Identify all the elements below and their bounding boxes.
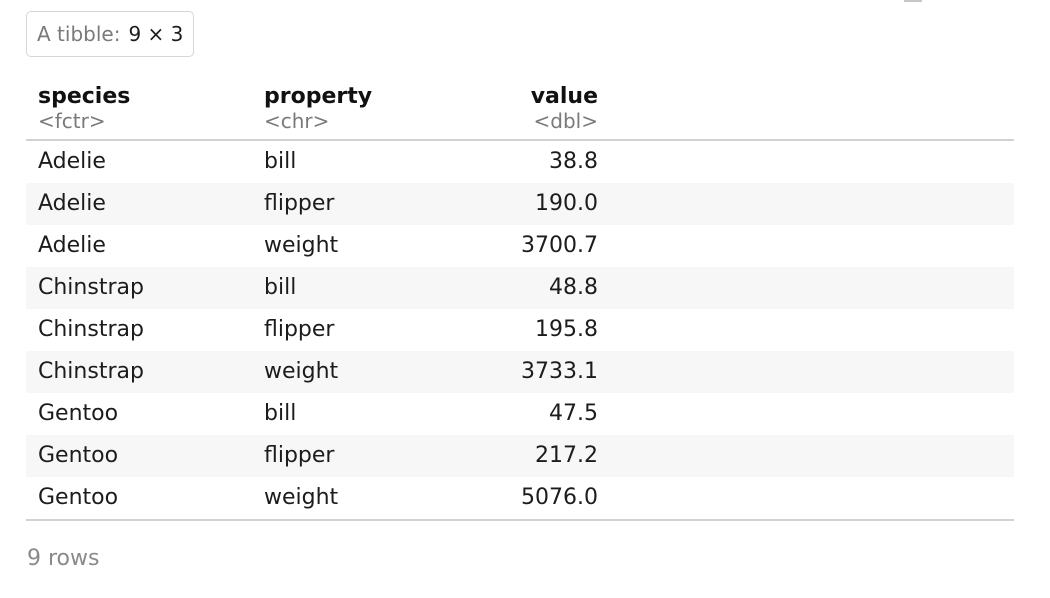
cell-property: weight — [252, 351, 484, 393]
table-row: Chinstrap bill 48.8 — [26, 267, 1014, 309]
column-header-species: species <fctr> — [26, 76, 252, 141]
cell-species: Gentoo — [26, 477, 252, 521]
table-row: Adelie weight 3700.7 — [26, 225, 1014, 267]
row-filler — [610, 477, 1014, 521]
cell-property: bill — [264, 401, 297, 426]
header-row: species <fctr> property <chr> value <dbl… — [26, 76, 1014, 141]
row-count: 9 rows — [27, 546, 100, 571]
cell-property: bill — [264, 149, 297, 174]
row-filler — [610, 267, 1014, 309]
table-row: Gentoo flipper 217.2 — [26, 435, 1014, 477]
table-row: Adelie flipper 190.0 — [26, 183, 1014, 225]
column-header-property: property <chr> — [252, 76, 484, 141]
caption-dimensions: 9 × 3 — [128, 22, 184, 46]
data-table: species <fctr> property <chr> value <dbl… — [26, 76, 1014, 521]
header-filler — [610, 76, 1014, 141]
cell-species: Chinstrap — [26, 267, 252, 309]
row-filler — [610, 435, 1014, 477]
table-row: Chinstrap flipper 195.8 — [26, 309, 1014, 351]
column-type: <fctr> — [38, 109, 106, 133]
cell-property: flipper — [252, 183, 484, 225]
cell-species: Chinstrap — [38, 317, 144, 342]
row-filler — [610, 393, 1014, 435]
cell-value: 48.8 — [484, 267, 610, 309]
column-header-value: value <dbl> — [484, 76, 610, 141]
table-caption: A tibble: 9 × 3 — [26, 11, 195, 57]
table-row: Adelie bill 38.8 — [26, 140, 1014, 183]
row-filler — [610, 140, 1014, 183]
cell-value: 217.2 — [484, 435, 610, 477]
column-type: <chr> — [264, 109, 330, 133]
table-row: Gentoo weight 5076.0 — [26, 477, 1014, 521]
cell-species: Gentoo — [26, 435, 252, 477]
cell-species: Chinstrap — [26, 351, 252, 393]
row-filler — [610, 309, 1014, 351]
cell-property: bill — [252, 267, 484, 309]
scroll-indicator — [904, 0, 922, 2]
cell-value: 3700.7 — [521, 233, 598, 258]
column-name: value — [530, 84, 598, 109]
cell-property: flipper — [252, 435, 484, 477]
caption-label: A tibble: — [37, 22, 121, 46]
cell-property: flipper — [264, 317, 335, 342]
cell-property: weight — [252, 477, 484, 521]
cell-property: weight — [264, 233, 339, 258]
cell-species: Adelie — [26, 183, 252, 225]
row-filler — [610, 351, 1014, 393]
cell-value: 195.8 — [535, 317, 598, 342]
column-name: species — [38, 84, 131, 109]
table-row: Gentoo bill 47.5 — [26, 393, 1014, 435]
cell-species: Adelie — [38, 149, 106, 174]
row-filler — [610, 225, 1014, 267]
table-row: Chinstrap weight 3733.1 — [26, 351, 1014, 393]
cell-value: 5076.0 — [484, 477, 610, 521]
cell-value: 47.5 — [549, 401, 598, 426]
cell-value: 190.0 — [484, 183, 610, 225]
column-name: property — [264, 84, 373, 109]
cell-species: Adelie — [38, 233, 106, 258]
column-type: <dbl> — [533, 109, 598, 133]
row-filler — [610, 183, 1014, 225]
cell-species: Gentoo — [38, 401, 119, 426]
cell-value: 3733.1 — [484, 351, 610, 393]
cell-value: 38.8 — [549, 149, 598, 174]
